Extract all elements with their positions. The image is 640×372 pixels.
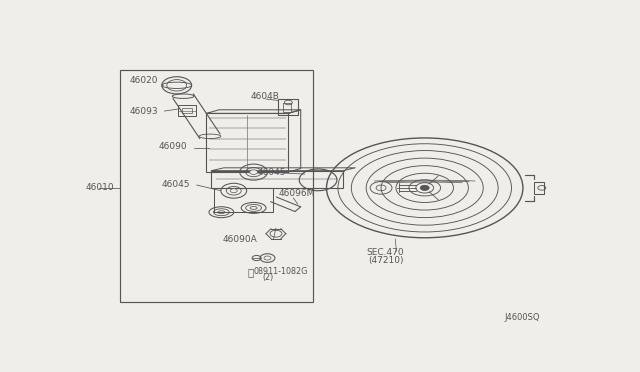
Circle shape [230,189,237,193]
Circle shape [250,170,257,174]
Bar [207,113,288,172]
Text: 08911-1082G: 08911-1082G [253,267,308,276]
Bar [182,108,191,113]
Text: 46010: 46010 [86,183,115,192]
Text: 4604B: 4604B [250,92,279,101]
Text: 46045: 46045 [257,168,286,177]
Bar [214,188,273,212]
Text: 46096M: 46096M [278,189,315,198]
Bar [534,182,544,194]
Text: 46020: 46020 [129,76,158,85]
Text: 46045: 46045 [162,180,190,189]
Text: J4600SQ: J4600SQ [504,313,540,322]
Bar [120,70,313,302]
Bar [278,99,298,115]
Bar [211,171,343,188]
Text: SEC.470: SEC.470 [367,248,404,257]
Text: Ⓝ: Ⓝ [248,267,254,277]
Circle shape [420,185,429,190]
Bar [284,103,291,112]
Text: (47210): (47210) [369,256,404,264]
Text: (2): (2) [262,273,274,282]
Text: 46093: 46093 [129,107,158,116]
Text: 46090A: 46090A [223,235,257,244]
Bar [178,105,196,116]
Text: 46090: 46090 [158,142,187,151]
